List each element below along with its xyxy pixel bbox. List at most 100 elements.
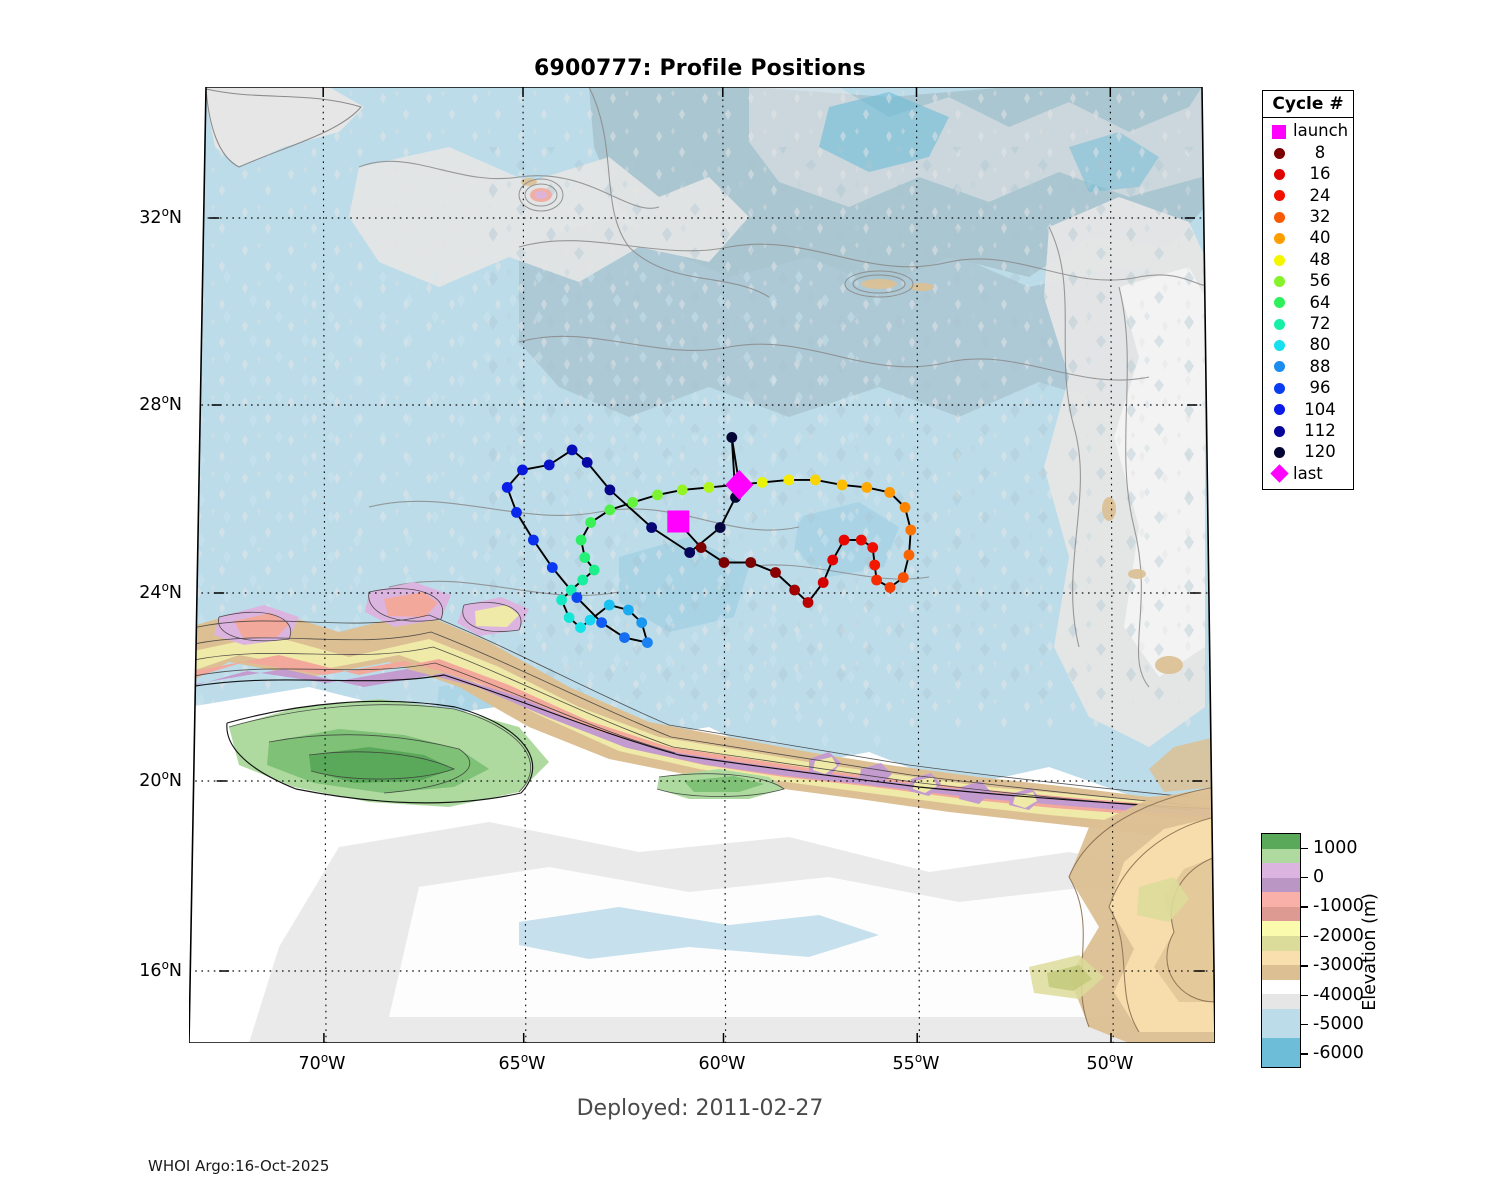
profile-point-cycle-25[interactable] [869,559,881,571]
colorbar-band--1500--2000 [1262,921,1300,936]
profile-point-cycle-65[interactable] [575,534,587,546]
colorbar-ticks [1301,833,1309,1068]
profile-point-cycle-89[interactable] [642,637,653,648]
colorbar-tick [1301,1053,1308,1055]
profile-point-cycle-55[interactable] [676,484,688,496]
profile-point-cycle-71[interactable] [577,574,589,586]
colorbar-band--2500--3000 [1262,950,1300,966]
profile-point-cycle-59[interactable] [627,497,639,508]
colorbar-tick [1301,965,1308,967]
profile-point-cycle-91[interactable] [619,632,630,643]
profile-point-cycle-19[interactable] [838,534,850,546]
profile-point-cycle-29[interactable] [884,582,896,593]
legend-row-launch[interactable]: launch [1263,121,1353,142]
profile-point-cycle-49[interactable] [756,477,768,488]
map-panel[interactable] [189,87,1215,1043]
legend-row-8[interactable]: 8 [1263,142,1353,163]
profile-point-cycle-79[interactable] [575,622,586,633]
elevation-colorbar[interactable] [1261,833,1301,1068]
circle-marker-icon [1269,275,1289,287]
profile-point-cycle-39[interactable] [884,487,896,498]
legend-row-48[interactable]: 48 [1263,249,1353,270]
profile-point-cycle-85[interactable] [623,604,634,616]
bathymetry-map[interactable] [189,87,1215,1043]
profile-point-cycle-43[interactable] [836,479,848,491]
profile-point-cycle-105[interactable] [517,464,528,476]
cycle-legend[interactable]: Cycle # launch 8 16 24 32 40 48 56 64 72 80 88 96 104… [1262,90,1354,490]
profile-point-cycle-47[interactable] [783,474,795,486]
profile-point-cycle-81[interactable] [584,614,596,626]
colorbar-tick-label--1000: -1000 [1313,896,1364,917]
profile-point-cycle-21[interactable] [855,534,867,546]
profile-point-cycle-93[interactable] [596,617,607,628]
profile-point-cycle-57[interactable] [652,489,663,501]
profile-point-cycle-117[interactable] [684,547,696,558]
legend-row-104[interactable]: 104 [1263,399,1353,420]
colorbar-axis-label: Elevation (m) [1360,893,1380,1011]
legend-row-last[interactable]: last [1263,463,1353,484]
profile-point-cycle-111[interactable] [581,457,593,468]
profile-point-cycle-75[interactable] [556,594,567,606]
profile-point-cycle-37[interactable] [899,502,911,513]
legend-row-56[interactable]: 56 [1263,271,1353,292]
profile-point-cycle-101[interactable] [511,507,522,518]
legend-row-32[interactable]: 32 [1263,207,1353,228]
profile-point-cycle-115[interactable] [646,522,657,533]
profile-point-cycle-99[interactable] [528,534,539,546]
profile-point-cycle-13[interactable] [802,597,814,608]
profile-point-cycle-3[interactable] [695,542,707,553]
profile-point-cycle-15[interactable] [817,577,829,588]
launch-and-last-markers[interactable] [667,469,754,533]
profile-point-cycle-69[interactable] [588,564,600,576]
trajectory-points[interactable] [501,432,917,648]
profile-point-cycle-53[interactable] [703,482,715,493]
profile-point-cycle-103[interactable] [501,482,513,493]
profile-point-cycle-109[interactable] [566,444,578,456]
circle-marker-icon [1269,447,1289,459]
profile-point-cycle-33[interactable] [903,549,915,561]
legend-entries[interactable]: launch 8 16 24 32 40 48 56 64 72 80 88 96 104 112 120 la… [1263,118,1353,489]
last-position-marker[interactable] [725,469,754,500]
profile-point-cycle-31[interactable] [897,572,909,583]
profile-point-cycle-97[interactable] [546,562,558,573]
profile-point-cycle-41[interactable] [861,482,873,493]
profile-point-cycle-27[interactable] [871,574,882,586]
colorbar-band--500--1000 [1262,892,1300,907]
legend-row-16[interactable]: 16 [1263,164,1353,185]
profile-point-cycle-17[interactable] [827,554,839,566]
profile-point-cycle-87[interactable] [636,617,648,628]
profile-point-cycle-7[interactable] [745,557,757,568]
legend-row-80[interactable]: 80 [1263,335,1353,356]
profile-point-cycle-9[interactable] [770,567,781,578]
profile-point-cycle-73[interactable] [565,584,577,596]
profile-point-cycle-5[interactable] [718,557,730,568]
legend-row-64[interactable]: 64 [1263,292,1353,313]
profile-point-cycle-23[interactable] [867,542,879,553]
profile-point-cycle-113[interactable] [604,484,616,496]
legend-row-112[interactable]: 112 [1263,420,1353,441]
legend-row-96[interactable]: 96 [1263,378,1353,399]
profile-point-cycle-77[interactable] [563,612,575,623]
profile-point-cycle-35[interactable] [905,524,917,536]
legend-row-40[interactable]: 40 [1263,228,1353,249]
launch-marker[interactable] [667,510,690,533]
profile-point-cycle-61[interactable] [604,504,616,516]
profile-point-cycle-67[interactable] [579,552,591,563]
colorbar-band--2000--2500 [1262,935,1300,951]
legend-row-24[interactable]: 24 [1263,185,1353,206]
legend-label: 96 [1309,378,1331,398]
profile-point-cycle-83[interactable] [603,599,615,611]
profile-point-cycle-123[interactable] [726,432,738,443]
profile-point-cycle-107[interactable] [543,459,555,471]
square-marker-icon [1269,124,1289,139]
profile-point-cycle-45[interactable] [810,474,821,486]
profile-point-cycle-11[interactable] [789,584,800,596]
profile-point-cycle-95[interactable] [571,592,583,603]
profile-point-cycle-63[interactable] [585,517,597,528]
profile-point-cycle-119[interactable] [714,522,726,533]
legend-row-88[interactable]: 88 [1263,356,1353,377]
colorbar-tick-label-1000: 1000 [1313,837,1358,858]
colorbar-tick-label--3000: -3000 [1313,955,1364,976]
legend-row-120[interactable]: 120 [1263,442,1353,463]
legend-row-72[interactable]: 72 [1263,314,1353,335]
